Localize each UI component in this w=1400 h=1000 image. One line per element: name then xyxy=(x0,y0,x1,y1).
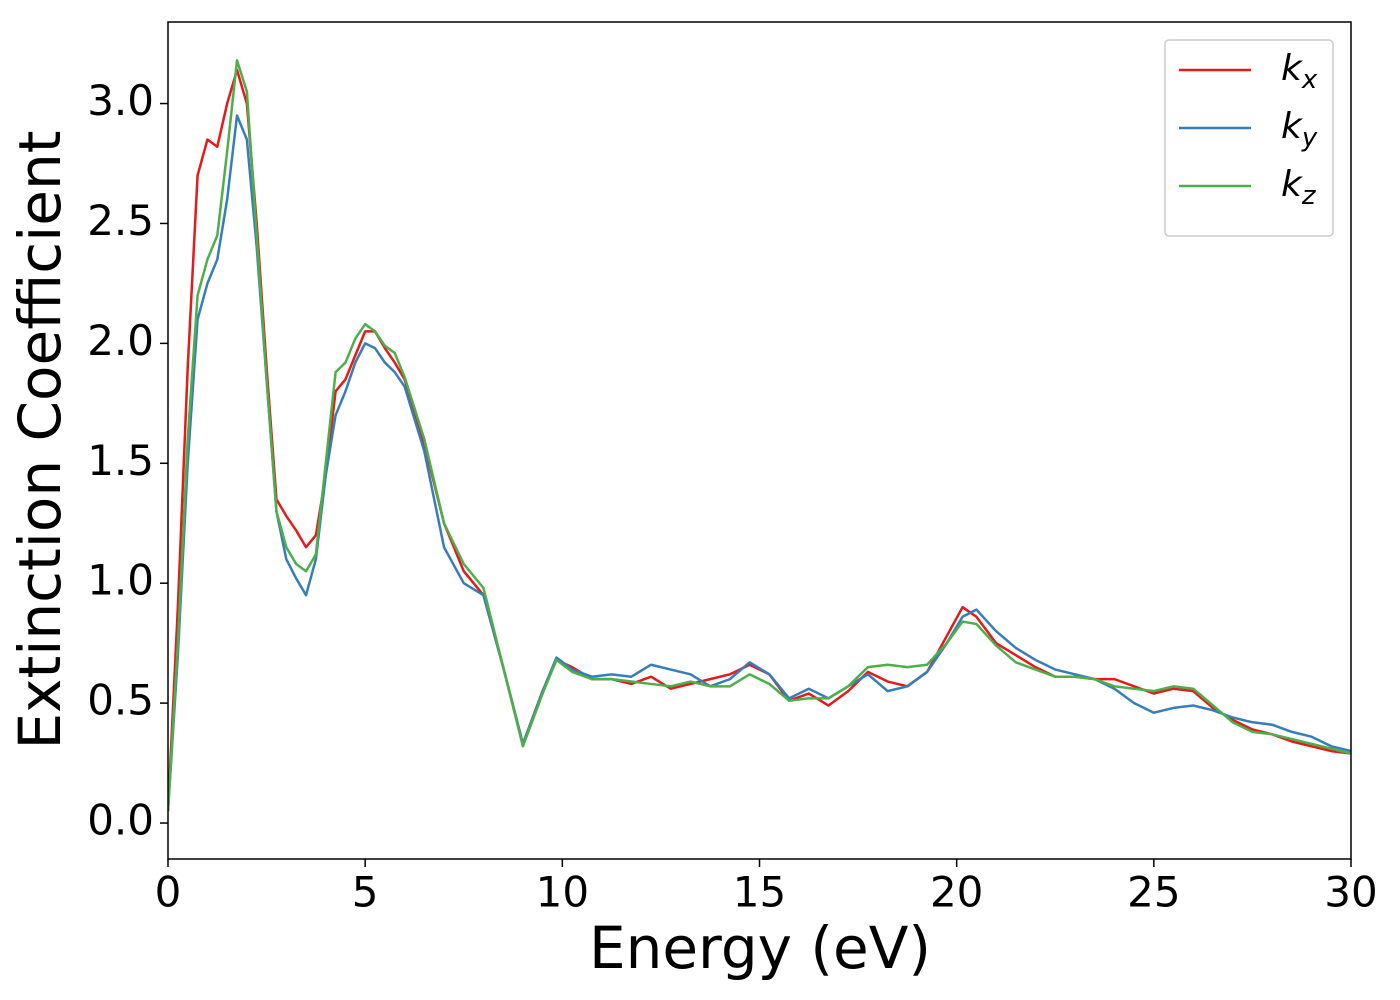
y-axis-label: Extinction Coefficient xyxy=(6,131,74,750)
y-tick-label: 1.0 xyxy=(87,556,154,605)
y-tick-label: 2.0 xyxy=(87,316,154,365)
series-line xyxy=(168,59,1351,812)
plot-frame xyxy=(167,21,1352,860)
x-tick-label: 15 xyxy=(733,868,786,917)
y-tick-label: 0.0 xyxy=(87,796,154,845)
x-tick-label: 30 xyxy=(1324,868,1377,917)
series-line xyxy=(168,68,1351,812)
legend-label: kz xyxy=(1281,164,1317,211)
x-axis-label: Energy (eV) xyxy=(589,914,931,982)
x-tick-label: 25 xyxy=(1127,868,1180,917)
series-line xyxy=(168,114,1351,812)
legend-label: ky xyxy=(1281,106,1318,153)
y-tick-label: 0.5 xyxy=(87,676,154,725)
legend: kx ky kz xyxy=(1164,39,1334,237)
y-tick-label: 1.5 xyxy=(87,436,154,485)
y-tick-label: 2.5 xyxy=(87,196,154,245)
x-tick-label: 20 xyxy=(930,868,983,917)
x-tick-label: 5 xyxy=(352,868,379,917)
x-tick-label: 0 xyxy=(155,868,182,917)
y-tick-label: 3.0 xyxy=(87,76,154,125)
x-tick-label: 10 xyxy=(536,868,589,917)
legend-label: kx xyxy=(1281,48,1318,95)
